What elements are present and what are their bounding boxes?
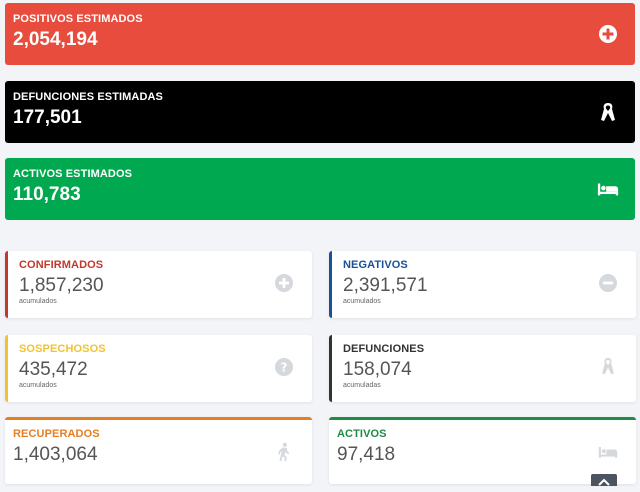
- ribbon-icon: [601, 103, 615, 121]
- card-label: DEFUNCIONES ESTIMADAS: [13, 91, 163, 103]
- card-value: 1,857,230: [19, 275, 104, 296]
- card-value: 435,472: [19, 359, 88, 380]
- negativos-card: NEGATIVOS 2,391,571 acumulados: [329, 251, 636, 318]
- activos-estimados-card: ACTIVOS ESTIMADOS 110,783: [5, 158, 635, 220]
- card-subtitle: acumulados: [343, 298, 381, 305]
- card-label: ACTIVOS ESTIMADOS: [13, 168, 133, 180]
- card-label: ACTIVOS: [337, 428, 387, 440]
- confirmados-card: CONFIRMADOS 1,857,230 acumulados: [5, 251, 312, 318]
- bed-icon: [597, 183, 619, 196]
- card-value: 110,783: [13, 184, 81, 205]
- card-label: SOSPECHOSOS: [19, 343, 106, 355]
- sospechosos-card: SOSPECHOSOS 435,472 acumulados ?: [5, 335, 312, 402]
- scroll-to-top-button[interactable]: [591, 474, 617, 486]
- card-value: 177,501: [13, 107, 82, 128]
- card-subtitle: acumulados: [19, 298, 57, 305]
- card-value: 97,418: [337, 444, 396, 465]
- chevron-up-icon: [598, 478, 610, 486]
- card-value: 2,054,194: [13, 29, 98, 50]
- defunciones-estimadas-card: DEFUNCIONES ESTIMADAS 177,501: [5, 81, 635, 143]
- positivos-estimados-card: POSITIVOS ESTIMADOS 2,054,194: [5, 3, 635, 65]
- walking-icon: [278, 442, 290, 462]
- ribbon-icon: [602, 357, 614, 375]
- card-label: POSITIVOS ESTIMADOS: [13, 13, 143, 25]
- card-subtitle: acumulados: [19, 382, 57, 389]
- card-value: 1,403,064: [13, 444, 98, 465]
- card-label: RECUPERADOS: [13, 428, 100, 440]
- bed-icon: [598, 447, 618, 458]
- card-value: 2,391,571: [343, 275, 428, 296]
- card-label: NEGATIVOS: [343, 259, 408, 271]
- card-subtitle: acumuladas: [343, 382, 381, 389]
- plus-circle-icon: [599, 25, 617, 43]
- card-label: DEFUNCIONES: [343, 343, 425, 355]
- plus-circle-icon: [275, 274, 293, 292]
- minus-circle-icon: [599, 274, 617, 292]
- defunciones-card: DEFUNCIONES 158,074 acumuladas: [329, 335, 636, 402]
- svg-text:?: ?: [281, 361, 288, 375]
- recuperados-card: RECUPERADOS 1,403,064: [5, 417, 312, 484]
- question-circle-icon: ?: [275, 358, 293, 376]
- activos-card: ACTIVOS 97,418: [329, 417, 636, 484]
- card-label: CONFIRMADOS: [19, 259, 104, 271]
- card-value: 158,074: [343, 359, 412, 380]
